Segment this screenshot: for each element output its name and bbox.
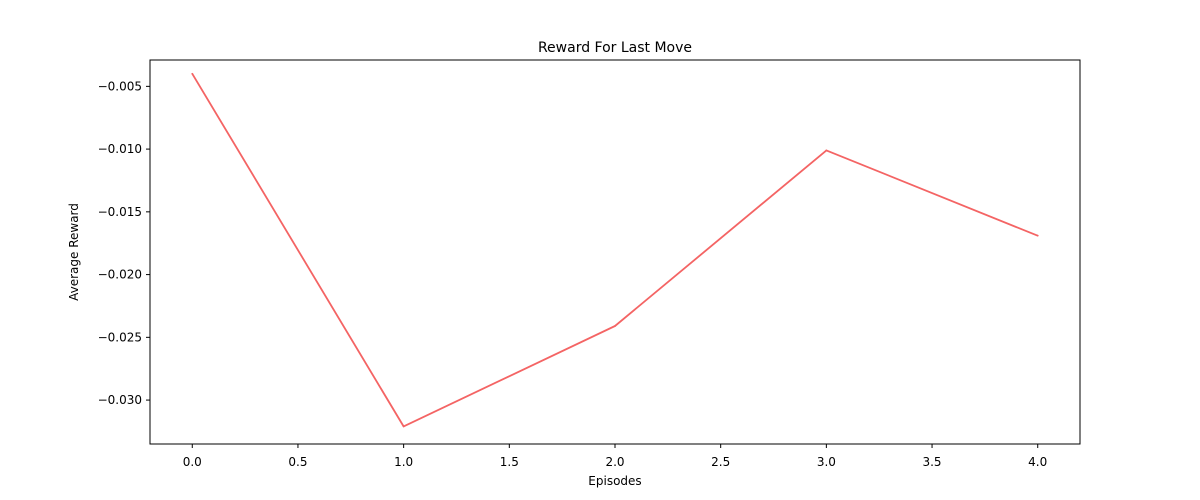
data-point [402,425,405,428]
x-axis-label: Episodes [588,474,641,488]
y-axis-ticks: −0.005 −0.010 −0.015 −0.020 −0.025 −0.030 [98,79,150,407]
y-tick-label: −0.010 [98,142,142,156]
x-tick-label: 0.5 [288,455,307,469]
chart-title: Reward For Last Move [538,40,692,56]
x-tick-label: 0.0 [183,455,202,469]
series-line [191,73,1039,428]
data-point [191,72,194,75]
x-tick-label: 1.5 [500,455,519,469]
y-tick-label: −0.030 [98,393,142,407]
x-tick-label: 2.0 [605,455,624,469]
y-tick-label: −0.005 [98,79,142,93]
y-tick-label: −0.015 [98,205,142,219]
data-point [825,149,828,152]
y-tick-label: −0.020 [98,268,142,282]
x-tick-label: 2.5 [711,455,730,469]
plot-area-frame [149,59,1081,445]
y-axis-label: Average Reward [67,203,81,301]
data-point [614,325,616,327]
data-point [1036,234,1039,237]
x-tick-label: 4.0 [1028,455,1047,469]
x-tick-label: 3.5 [922,455,941,469]
x-tick-label: 3.0 [817,455,836,469]
data-series-group [191,72,1039,428]
x-tick-label: 1.0 [394,455,413,469]
x-axis-ticks: 0.0 0.5 1.0 1.5 2.0 2.5 3.0 3.5 4.0 [183,444,1047,469]
y-tick-label: −0.025 [98,330,142,344]
